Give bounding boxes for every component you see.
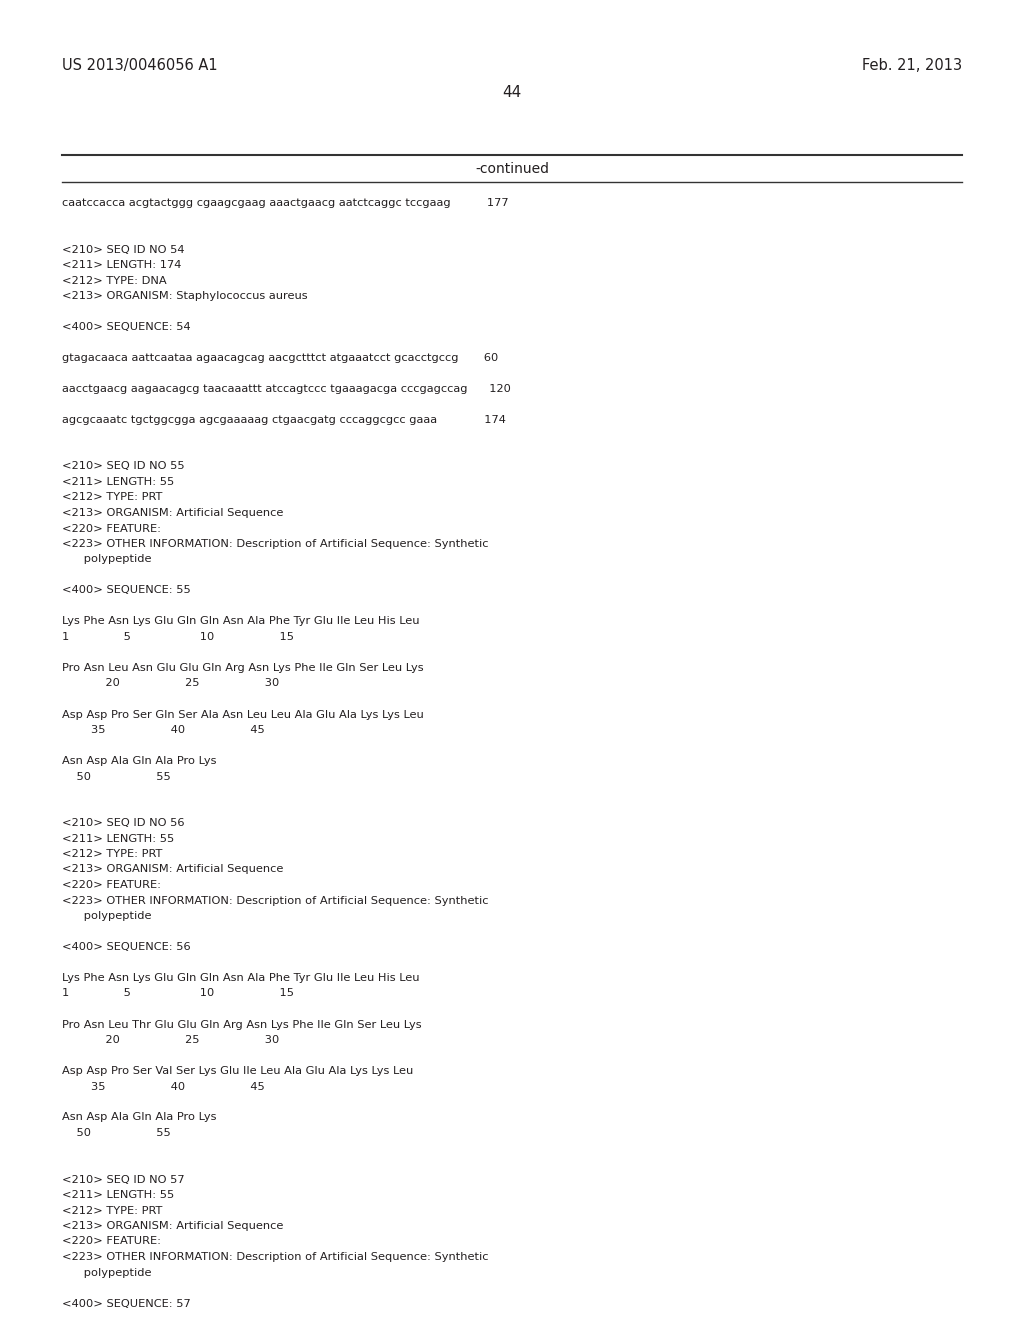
Text: 50                  55: 50 55: [62, 1129, 171, 1138]
Text: <211> LENGTH: 55: <211> LENGTH: 55: [62, 833, 174, 843]
Text: -continued: -continued: [475, 162, 549, 176]
Text: Asn Asp Ala Gln Ala Pro Lys: Asn Asp Ala Gln Ala Pro Lys: [62, 1113, 216, 1122]
Text: <211> LENGTH: 55: <211> LENGTH: 55: [62, 1191, 174, 1200]
Text: <212> TYPE: PRT: <212> TYPE: PRT: [62, 1205, 163, 1216]
Text: <400> SEQUENCE: 57: <400> SEQUENCE: 57: [62, 1299, 190, 1308]
Text: 50                  55: 50 55: [62, 771, 171, 781]
Text: <400> SEQUENCE: 54: <400> SEQUENCE: 54: [62, 322, 190, 333]
Text: <223> OTHER INFORMATION: Description of Artificial Sequence: Synthetic: <223> OTHER INFORMATION: Description of …: [62, 895, 488, 906]
Text: Asn Asp Ala Gln Ala Pro Lys: Asn Asp Ala Gln Ala Pro Lys: [62, 756, 216, 766]
Text: <220> FEATURE:: <220> FEATURE:: [62, 880, 161, 890]
Text: <220> FEATURE:: <220> FEATURE:: [62, 1237, 161, 1246]
Text: <400> SEQUENCE: 55: <400> SEQUENCE: 55: [62, 586, 190, 595]
Text: 44: 44: [503, 84, 521, 100]
Text: Pro Asn Leu Thr Glu Glu Gln Arg Asn Lys Phe Ile Gln Ser Leu Lys: Pro Asn Leu Thr Glu Glu Gln Arg Asn Lys …: [62, 1019, 422, 1030]
Text: Feb. 21, 2013: Feb. 21, 2013: [862, 58, 962, 73]
Text: <212> TYPE: PRT: <212> TYPE: PRT: [62, 492, 163, 503]
Text: <210> SEQ ID NO 54: <210> SEQ ID NO 54: [62, 244, 184, 255]
Text: 20                  25                  30: 20 25 30: [62, 678, 280, 689]
Text: <400> SEQUENCE: 56: <400> SEQUENCE: 56: [62, 942, 190, 952]
Text: 35                  40                  45: 35 40 45: [62, 725, 265, 735]
Text: <210> SEQ ID NO 55: <210> SEQ ID NO 55: [62, 462, 184, 471]
Text: <210> SEQ ID NO 56: <210> SEQ ID NO 56: [62, 818, 184, 828]
Text: <211> LENGTH: 55: <211> LENGTH: 55: [62, 477, 174, 487]
Text: Pro Asn Leu Asn Glu Glu Gln Arg Asn Lys Phe Ile Gln Ser Leu Lys: Pro Asn Leu Asn Glu Glu Gln Arg Asn Lys …: [62, 663, 424, 673]
Text: caatccacca acgtactggg cgaagcgaag aaactgaacg aatctcaggc tccgaag          177: caatccacca acgtactggg cgaagcgaag aaactga…: [62, 198, 509, 209]
Text: <212> TYPE: PRT: <212> TYPE: PRT: [62, 849, 163, 859]
Text: 1               5                   10                  15: 1 5 10 15: [62, 989, 294, 998]
Text: <212> TYPE: DNA: <212> TYPE: DNA: [62, 276, 167, 285]
Text: aacctgaacg aagaacagcg taacaaattt atccagtccc tgaaagacga cccgagccag      120: aacctgaacg aagaacagcg taacaaattt atccagt…: [62, 384, 511, 393]
Text: <223> OTHER INFORMATION: Description of Artificial Sequence: Synthetic: <223> OTHER INFORMATION: Description of …: [62, 1251, 488, 1262]
Text: polypeptide: polypeptide: [62, 554, 152, 565]
Text: <211> LENGTH: 174: <211> LENGTH: 174: [62, 260, 181, 271]
Text: polypeptide: polypeptide: [62, 1267, 152, 1278]
Text: agcgcaaatc tgctggcgga agcgaaaaag ctgaacgatg cccaggcgcc gaaa             174: agcgcaaatc tgctggcgga agcgaaaaag ctgaacg…: [62, 414, 506, 425]
Text: <213> ORGANISM: Staphylococcus aureus: <213> ORGANISM: Staphylococcus aureus: [62, 290, 307, 301]
Text: gtagacaaca aattcaataa agaacagcag aacgctttct atgaaatcct gcacctgccg       60: gtagacaaca aattcaataa agaacagcag aacgctt…: [62, 352, 499, 363]
Text: Lys Phe Asn Lys Glu Gln Gln Asn Ala Phe Tyr Glu Ile Leu His Leu: Lys Phe Asn Lys Glu Gln Gln Asn Ala Phe …: [62, 973, 420, 983]
Text: <210> SEQ ID NO 57: <210> SEQ ID NO 57: [62, 1175, 184, 1184]
Text: <213> ORGANISM: Artificial Sequence: <213> ORGANISM: Artificial Sequence: [62, 1221, 284, 1232]
Text: 35                  40                  45: 35 40 45: [62, 1081, 265, 1092]
Text: Lys Phe Asn Lys Glu Gln Gln Asn Ala Phe Tyr Glu Ile Leu His Leu: Lys Phe Asn Lys Glu Gln Gln Asn Ala Phe …: [62, 616, 420, 627]
Text: <223> OTHER INFORMATION: Description of Artificial Sequence: Synthetic: <223> OTHER INFORMATION: Description of …: [62, 539, 488, 549]
Text: <213> ORGANISM: Artificial Sequence: <213> ORGANISM: Artificial Sequence: [62, 865, 284, 874]
Text: 1               5                   10                  15: 1 5 10 15: [62, 632, 294, 642]
Text: 20                  25                  30: 20 25 30: [62, 1035, 280, 1045]
Text: polypeptide: polypeptide: [62, 911, 152, 921]
Text: Asp Asp Pro Ser Val Ser Lys Glu Ile Leu Ala Glu Ala Lys Lys Leu: Asp Asp Pro Ser Val Ser Lys Glu Ile Leu …: [62, 1067, 414, 1076]
Text: US 2013/0046056 A1: US 2013/0046056 A1: [62, 58, 218, 73]
Text: <213> ORGANISM: Artificial Sequence: <213> ORGANISM: Artificial Sequence: [62, 508, 284, 517]
Text: Asp Asp Pro Ser Gln Ser Ala Asn Leu Leu Ala Glu Ala Lys Lys Leu: Asp Asp Pro Ser Gln Ser Ala Asn Leu Leu …: [62, 710, 424, 719]
Text: <220> FEATURE:: <220> FEATURE:: [62, 524, 161, 533]
